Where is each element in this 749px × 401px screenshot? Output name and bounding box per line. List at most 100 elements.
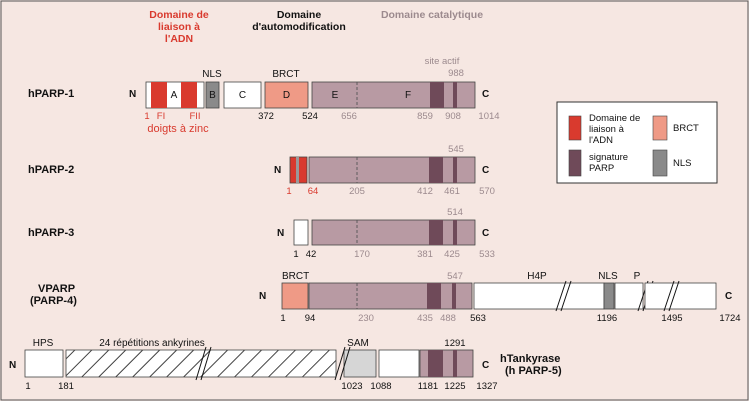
hparp1-label-d: D [283,90,290,101]
vparp-brct-box [281,282,309,310]
legend-nls: NLS [673,158,691,169]
vparp-top-pos: 547 [447,271,463,282]
hparp2-pos-1: 1 [286,186,291,197]
tankyrase-pos-1088: 1088 [370,381,391,392]
hparp3-signature-block [429,220,443,245]
hparp1-pos-908: 908 [445,111,461,122]
tankyrase-c-terminus: C [482,360,489,371]
vparp-pos-563: 563 [470,313,486,324]
tankyrase-break-2b [339,346,351,381]
hparp1-signature-stripe [453,82,457,108]
legend-swatch-nls [652,149,668,177]
hparp1-row: hPARP-1 N A B NLS C D BRCT E F site acti… [28,56,500,135]
vparp-signature-stripe [452,283,456,309]
legend-swatch-dna [568,115,582,141]
hparp2-top-pos: 545 [448,144,464,155]
header-automod-1: Domaine [277,9,322,21]
hparp2-catalytic-box [308,156,476,184]
header-dna-binding-2: liaison à [158,21,200,33]
vparp-break-3b [668,280,680,312]
legend-swatch-brct [652,115,668,141]
tankyrase-signature-block [428,350,443,377]
hparp1-label-a: A [171,90,178,101]
tankyrase-break-1a [195,346,207,381]
tankyrase-hps-box [24,349,64,378]
tankyrase-name-2: (h PARP-5) [505,365,562,377]
vparp-signature-block [427,283,441,309]
hparp3-nterm-box [293,219,309,246]
hparp1-name: hPARP-1 [28,88,74,100]
hparp2-pos-64: 64 [308,186,319,197]
vparp-catalytic-box [308,282,473,310]
hparp2-pos-570: 570 [479,186,495,197]
hparp2-pos-205: 205 [349,186,365,197]
tankyrase-pos-1327: 1327 [476,381,497,392]
header-dna-binding-1: Domaine de [149,9,209,21]
tankyrase-top-pos: 1291 [444,338,465,349]
vparp-pos-435: 435 [417,313,433,324]
legend-brct: BRCT [673,123,699,134]
tankyrase-pos-1: 1 [25,381,30,392]
legend-signature-2: PARP [589,163,614,174]
vparp-pos-1495: 1495 [661,313,682,324]
tankyrase-pos-1023: 1023 [341,381,362,392]
vparp-pos-94: 94 [305,313,316,324]
tankyrase-pos-1181: 1181 [418,381,438,392]
legend-signature-1: signature [589,152,628,163]
tankyrase-break-1b [200,346,212,381]
hparp1-pos-1014: 1014 [478,111,499,122]
hparp3-n-terminus: N [277,228,284,239]
hparp3-name: hPARP-3 [28,227,74,239]
hparp1-pos-372: 372 [258,111,274,122]
hparp1-pos-1: 1 [144,111,149,122]
vparp-break-3a [663,280,675,312]
vparp-row: VPARP (PARP-4) N BRCT 547 H4P NLS P C 1 … [30,271,741,324]
hparp3-pos-425: 425 [444,249,460,260]
hparp1-label-b: B [209,90,216,101]
hparp2-name: hPARP-2 [28,164,74,176]
hparp1-domain-c-box [223,81,262,109]
hparp2-c-terminus: C [482,165,489,176]
hparp1-zinc-finger-2 [181,82,197,108]
tankyrase-ankyrin-box [65,349,337,378]
hparp1-pos-524: 524 [302,111,318,122]
hparp3-top-pos: 514 [447,207,463,218]
hparp2-dna-binding-stripe [296,157,299,183]
hparp3-pos-42: 42 [306,249,317,260]
tankyrase-catalytic-box [419,349,474,378]
hparp1-label-f: F [405,90,411,101]
hparp3-pos-533: 533 [479,249,495,260]
hparp1-nls-label: NLS [202,69,222,80]
tankyrase-ankyrin-label: 24 répétitions ankyrines [99,338,205,349]
tankyrase-hps-label: HPS [33,338,54,349]
hparp2-pos-412: 412 [417,186,433,197]
hparp2-pos-461: 461 [444,186,460,197]
hparp1-pos-656: 656 [341,111,357,122]
vparp-pos-1724: 1724 [719,313,740,324]
hparp1-label-c: C [239,90,246,101]
tankyrase-linker-box [378,349,420,378]
vparp-n-terminus: N [259,291,266,302]
hparp3-pos-1: 1 [293,249,298,260]
hparp1-site-actif: site actif [425,56,460,67]
hparp1-zinc-fingers-label: doigts à zinc [147,123,209,135]
vparp-pos-230: 230 [358,313,374,324]
vparp-nls-box [603,282,615,310]
hparp1-site-pos: 988 [448,68,464,79]
tankyrase-pos-181: 181 [58,381,74,392]
hparp1-nls-box [205,81,220,109]
vparp-cterm-box [644,282,717,310]
hparp1-label-e: E [332,90,339,101]
vparp-break-1b [560,280,572,312]
hparp2-n-terminus: N [274,165,281,176]
vparp-pos-1196: 1196 [597,313,617,324]
hparp3-signature-stripe [453,220,457,245]
hparp2-signature-stripe [453,157,457,183]
hparp1-signature-block [430,82,444,108]
legend-dna-3: l'ADN [589,135,613,146]
hparp3-pos-170: 170 [354,249,370,260]
tankyrase-pos-1225: 1225 [444,381,465,392]
hparp1-fi-label: FI [157,111,165,122]
